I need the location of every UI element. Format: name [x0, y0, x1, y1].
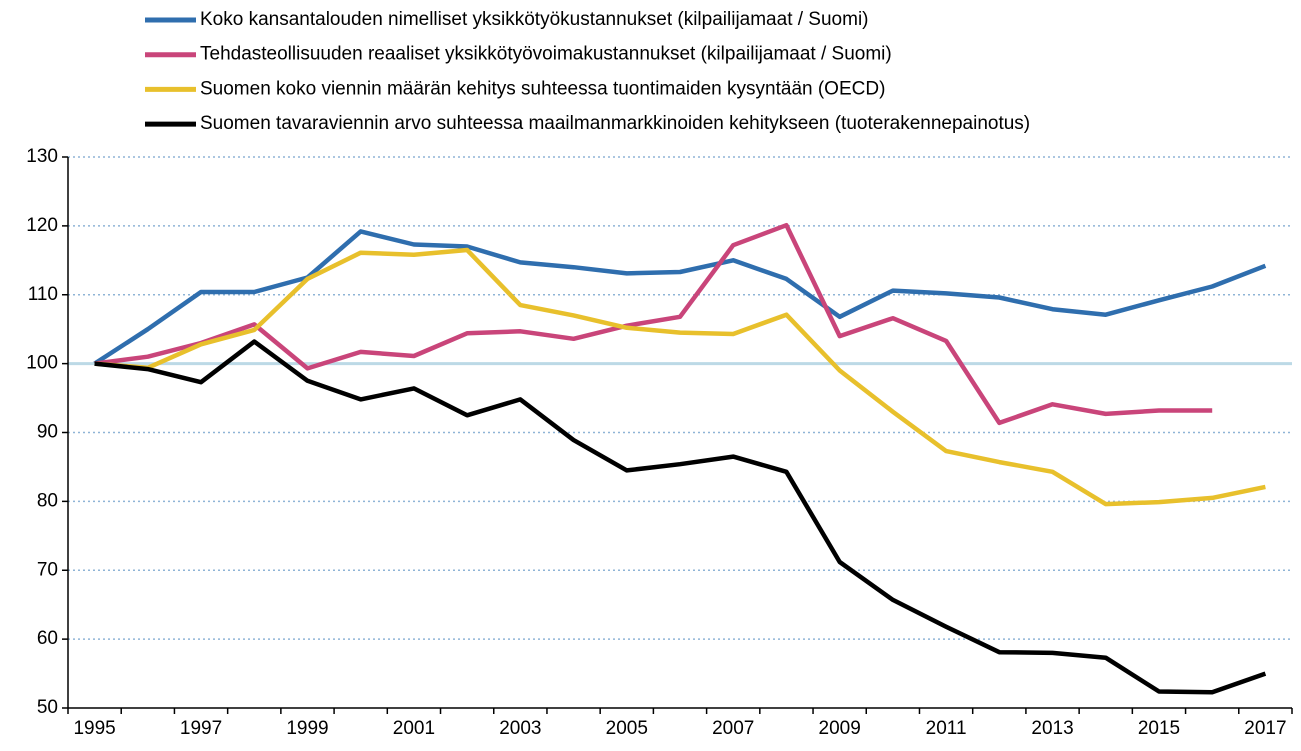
series-line	[94, 339, 1267, 695]
series-line	[94, 222, 1213, 426]
x-tick-label: 1995	[73, 718, 115, 739]
x-tick-label: 2009	[819, 718, 861, 739]
y-tick-label: 70	[37, 559, 58, 580]
x-tick-label: 2001	[393, 718, 435, 739]
y-tick-label: 110	[28, 284, 58, 305]
x-tick-label: 2013	[1031, 718, 1073, 739]
legend-label: Suomen koko viennin määrän kehitys suhte…	[200, 78, 885, 99]
series-line	[94, 247, 1266, 507]
y-tick-label: 50	[37, 697, 58, 718]
series-line	[93, 229, 1267, 366]
legend-label: Suomen tavaraviennin arvo suhteessa maai…	[200, 113, 1030, 134]
y-tick-label: 80	[37, 490, 58, 511]
y-tick-label: 130	[26, 146, 58, 167]
x-tick-label: 2007	[712, 718, 754, 739]
x-tick-label: 2005	[606, 718, 648, 739]
legend-label: Tehdasteollisuuden reaaliset yksikkötyöv…	[200, 44, 892, 65]
x-tick-label: 2017	[1244, 718, 1286, 739]
y-tick-label: 100	[26, 353, 58, 374]
y-tick-label: 60	[37, 628, 58, 649]
x-tick-label: 1999	[286, 718, 328, 739]
legend-label: Koko kansantalouden nimelliset yksikköty…	[200, 9, 869, 30]
x-tick-label: 2011	[926, 718, 967, 739]
y-tick-label: 120	[26, 215, 58, 236]
x-tick-label: 1997	[180, 718, 222, 739]
y-tick-label: 90	[37, 422, 58, 443]
x-tick-label: 2003	[499, 718, 541, 739]
x-tick-label: 2015	[1138, 718, 1180, 739]
